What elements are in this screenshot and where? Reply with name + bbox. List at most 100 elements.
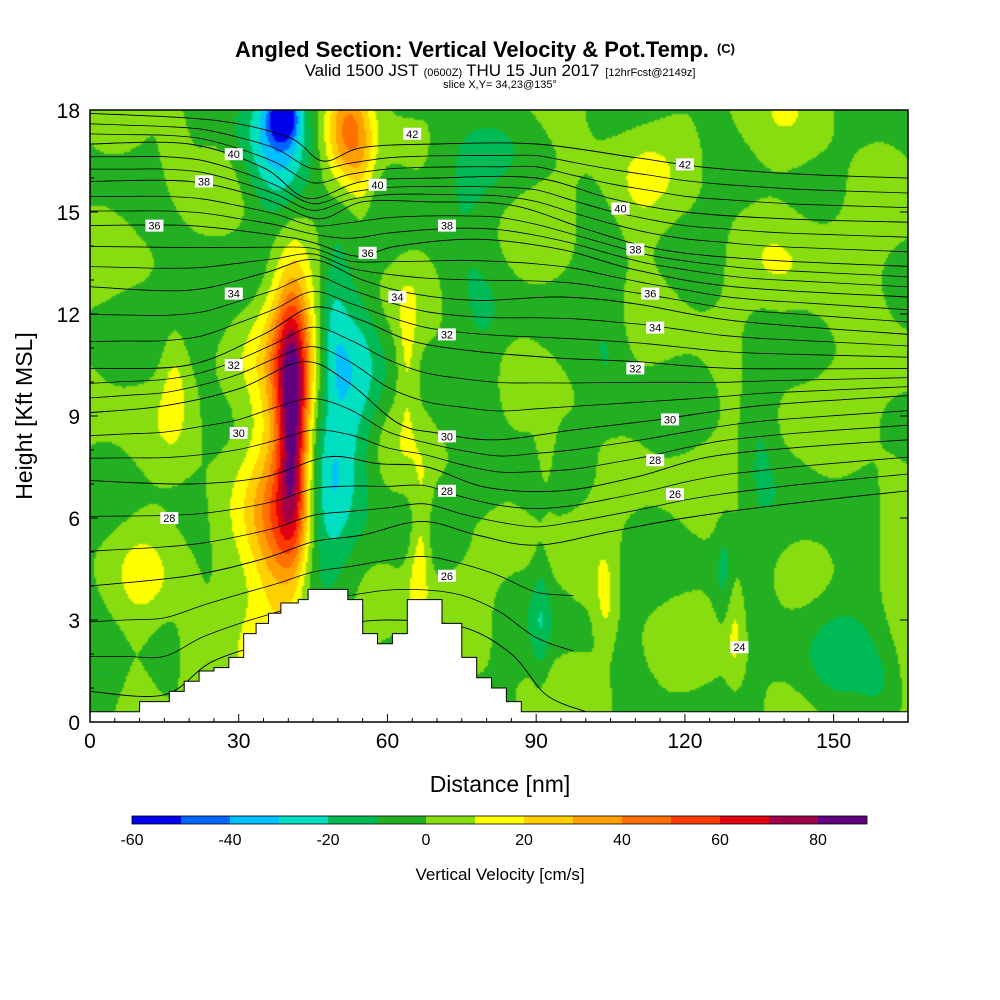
contour-label-bg (661, 413, 680, 426)
contour-label-text: 38 (198, 176, 210, 188)
contour-label-34: 34 (646, 321, 665, 335)
contour-label-30: 30 (437, 430, 456, 443)
colorbar-tick-label: -20 (316, 832, 339, 849)
contour-label-38: 38 (437, 219, 456, 233)
colorbar-swatch (671, 816, 720, 824)
x-tick-label: 30 (227, 730, 250, 753)
contour-label-bg (224, 359, 243, 371)
colorbar-swatch (573, 816, 622, 824)
contour-label-bg (160, 512, 179, 524)
contour-label-text: 36 (148, 221, 160, 233)
y-axis-label: Height [Kft MSL] (11, 332, 37, 499)
contour-label-bg (730, 641, 749, 654)
isentrope-26 (90, 490, 908, 587)
isentrope-38-b (90, 156, 908, 238)
contour-label-text: 28 (649, 455, 661, 467)
colorbar-swatch (328, 816, 377, 824)
contour-label-28: 28 (437, 484, 456, 498)
isentrope-24-b (90, 556, 574, 623)
contour-label-bg (646, 454, 665, 467)
contour-label-text: 34 (391, 292, 403, 304)
contour-label-bg (145, 219, 164, 232)
contour-label-42: 42 (675, 158, 694, 171)
isentrope-30 (90, 361, 908, 441)
contour-label-bg (675, 158, 694, 171)
colorbar-swatch (720, 816, 769, 824)
contour-label-bg (368, 178, 387, 191)
contour-label-38: 38 (195, 175, 214, 188)
colorbar-tick-label: 40 (613, 832, 631, 849)
contour-label-38: 38 (626, 243, 645, 256)
contour-label-bg (388, 291, 407, 303)
colorbar-tick-label: -40 (218, 832, 241, 849)
contour-label-text: 40 (228, 149, 240, 161)
contour-label-40: 40 (224, 148, 243, 161)
contour-label-text: 28 (163, 513, 175, 525)
contour-label-32: 32 (626, 362, 645, 375)
contour-label-text: 36 (644, 289, 656, 301)
contour-label-bg (641, 287, 660, 300)
isentrope-30-a (90, 346, 908, 412)
contour-label-bg (437, 328, 456, 341)
colorbar-swatch (181, 816, 230, 824)
contour-label-text: 40 (371, 180, 383, 192)
contour-label-bg (437, 219, 456, 232)
contour-label-36: 36 (358, 246, 377, 260)
isentrope-34-b (90, 246, 908, 311)
contour-label-text: 30 (664, 414, 676, 426)
isentrope-36 (90, 224, 908, 298)
contour-label-bg (626, 362, 645, 375)
contour-label-text: 28 (441, 486, 453, 498)
isentrope-42 (90, 112, 908, 179)
x-tick-label: 60 (376, 730, 399, 753)
isentrope-36-b (90, 195, 908, 278)
contour-label-34: 34 (388, 291, 407, 304)
isentrope-40-b (90, 123, 908, 194)
contour-label-text: 38 (629, 244, 641, 256)
contour-label-bg (403, 127, 422, 140)
contour-label-bg (665, 488, 684, 501)
colorbar-swatch (426, 816, 475, 824)
colorbar-swatch (769, 816, 818, 824)
contour-label-28: 28 (160, 512, 179, 525)
contour-label-30: 30 (661, 413, 680, 426)
contour-label-32: 32 (224, 359, 243, 372)
x-tick-label: 150 (816, 730, 851, 753)
isentrope-38-a (90, 168, 908, 253)
colorbar-tick-label: 20 (515, 832, 533, 849)
contour-label-bg (224, 287, 243, 300)
isentrope-34 (90, 259, 908, 335)
contour-label-text: 26 (669, 489, 681, 501)
colorbar-tick-label: 80 (809, 832, 827, 849)
isentrope-40-a (90, 133, 908, 208)
contour-label-bg (626, 243, 645, 256)
terrain-profile (90, 588, 908, 722)
isentrope-38 (90, 179, 908, 267)
contour-label-40: 40 (368, 178, 387, 192)
contour-label-bg (195, 175, 214, 188)
contour-label-text: 38 (441, 221, 453, 233)
isentrope-34-a (90, 253, 908, 323)
x-tick-label: 90 (525, 730, 548, 753)
colorbar-label: Vertical Velocity [cm/s] (415, 865, 584, 884)
contour-label-bg (437, 569, 456, 582)
plot-area: 40 38 36 34 32 30 28 42 40 38 36 34 32 30 28 26 42 40 38 36… (90, 110, 908, 722)
figure-title: Angled Section: Vertical Velocity & Pot.… (235, 37, 735, 62)
colorbar: -60 -40 -20 0 20 40 60 80 (120, 815, 868, 849)
contour-label-32: 32 (437, 328, 456, 341)
contour-label-bg (358, 246, 377, 259)
contour-label-text: 32 (441, 329, 453, 341)
contour-label-text: 36 (361, 248, 373, 260)
contour-label-text: 32 (629, 363, 641, 375)
contour-label-text: 40 (614, 204, 626, 216)
contour-label-34: 34 (224, 287, 243, 301)
contour-label-bg (611, 202, 630, 215)
contour-label-text: 32 (228, 360, 240, 372)
contour-label-26: 26 (437, 569, 456, 583)
isentrope-28-b (90, 398, 908, 457)
colorbar-swatch (818, 816, 867, 824)
isentrope-26-a (90, 473, 908, 552)
contour-label-bg (437, 430, 456, 443)
y-tick-label: 18 (57, 100, 80, 123)
